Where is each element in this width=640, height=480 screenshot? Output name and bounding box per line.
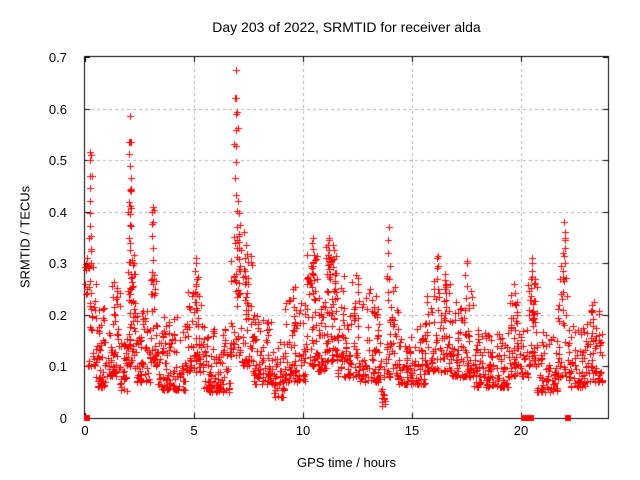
x-tick-label: 5 [190,423,198,438]
y-tick-label: 0.4 [48,205,67,220]
x-tick-label: 0 [81,423,89,438]
x-tick-label: 20 [513,423,529,438]
x-axis-label: GPS time / hours [297,455,396,470]
y-axis-label: SRMTID / TECUs [17,185,33,289]
chart-title: Day 203 of 2022, SRMTID for receiver ald… [212,19,481,35]
y-tick-label: 0.2 [48,308,67,323]
y-tick-label: 0 [59,411,67,426]
y-tick-label: 0.5 [48,153,67,168]
y-tick-label: 0.7 [48,50,67,65]
x-tick-label: 10 [295,423,311,438]
y-tick-label: 0.1 [48,359,67,374]
x-tick-label: 15 [404,423,420,438]
y-tick-label: 0.3 [48,256,67,271]
y-tick-label: 0.6 [48,102,67,117]
